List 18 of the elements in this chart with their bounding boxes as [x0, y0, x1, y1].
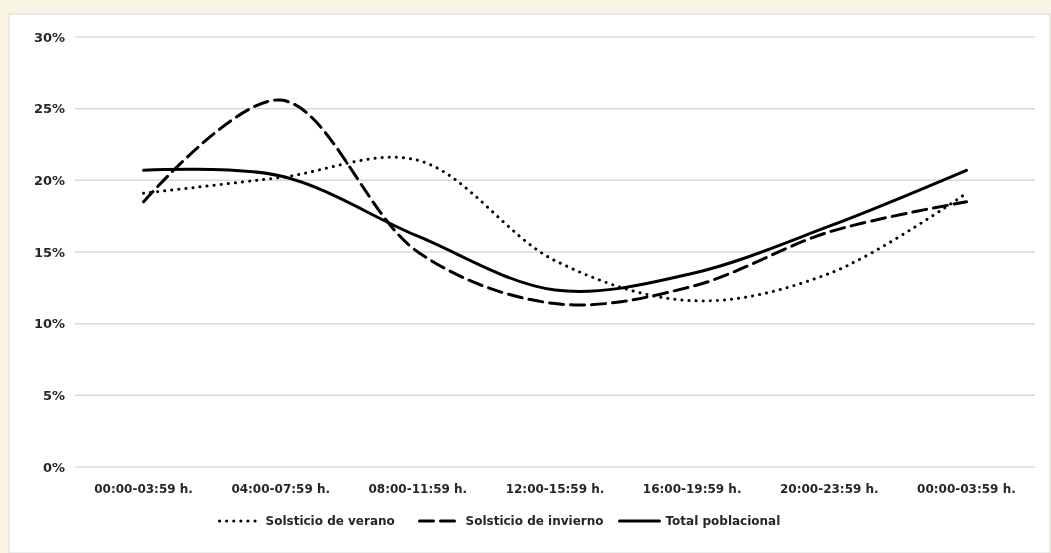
line-series [142, 98, 968, 307]
legend-label: Solsticio de invierno [465, 514, 604, 529]
y-tick-label: 20% [33, 172, 65, 188]
x-tick-label: 16:00-19:59 h. [642, 482, 742, 496]
x-tick-label: 08:00-11:59 h. [368, 482, 468, 496]
x-tick-label: 00:00-03:59 h. [917, 482, 1016, 496]
y-tick-label: 15% [33, 244, 65, 260]
y-tick-label: 0% [42, 459, 65, 475]
legend-label: Solsticio de verano [265, 514, 395, 529]
y-tick-label: 25% [33, 101, 65, 117]
y-tick-label: 5% [42, 387, 65, 403]
x-tick-label: 12:00-15:59 h. [505, 482, 605, 496]
y-tick-label: 10% [33, 316, 65, 332]
x-tick-label: 20:00-23:59 h. [779, 482, 879, 496]
legend-label: Total poblacional [665, 514, 781, 529]
y-tick-label: 30% [33, 29, 65, 45]
x-tick-label: 04:00-07:59 h. [231, 482, 331, 496]
x-tick-label: 00:00-03:59 h. [94, 482, 193, 496]
